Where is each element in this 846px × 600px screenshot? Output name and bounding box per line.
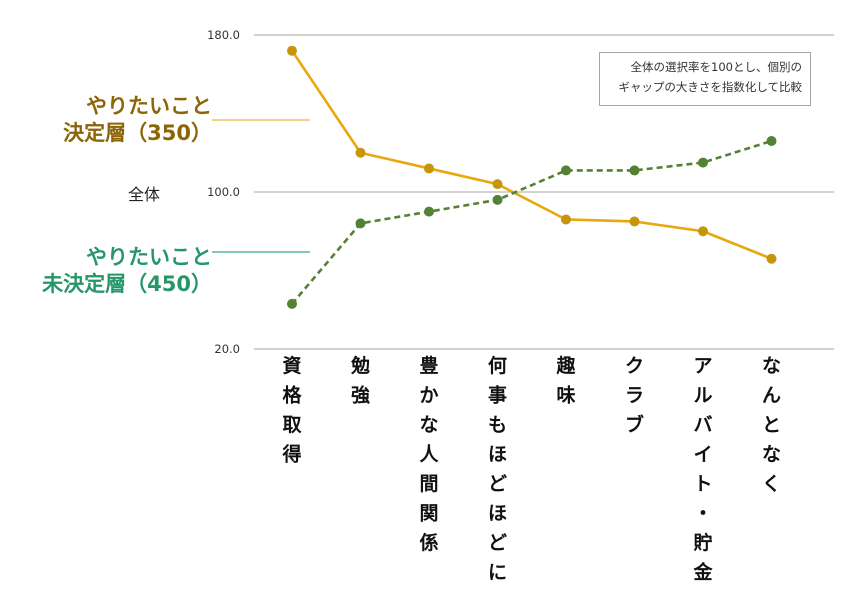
- y-tick-label: 180.0: [207, 28, 240, 42]
- y-tick-label: 20.0: [214, 342, 240, 356]
- data-point-undecided: [766, 135, 777, 146]
- legend-undecided-line1: やりたいこと: [86, 245, 212, 269]
- data-point-undecided: [629, 165, 640, 176]
- data-point-undecided: [492, 194, 503, 205]
- x-category-label: 趣味: [555, 354, 576, 407]
- x-category-label: アルバイト・貯金: [692, 355, 713, 584]
- x-category-label: 資格取得: [281, 354, 302, 466]
- x-category-label: 勉強: [350, 354, 370, 407]
- y-axis-tick-labels: 20.0 100.0 180.0: [207, 28, 240, 356]
- note-line1: 全体の選択率を100とし、個別の: [630, 60, 802, 74]
- series-line-undecided: [291, 139, 772, 305]
- note-box: 全体の選択率を100とし、個別の ギャップの大きさを指数化して比較: [599, 52, 811, 106]
- data-point-decided: [287, 45, 297, 56]
- data-point-undecided: [355, 218, 366, 229]
- x-category-label: 豊かな人間関係: [419, 354, 439, 554]
- data-point-decided: [424, 163, 434, 174]
- data-point-undecided: [424, 206, 434, 217]
- data-point-decided: [561, 214, 571, 225]
- x-category-label: なんとなく: [762, 355, 781, 495]
- data-point-decided: [629, 216, 640, 227]
- legend-undecided-label: やりたいこと 未決定層（450）: [0, 244, 212, 298]
- x-category-label: クラブ: [625, 355, 644, 436]
- series-line-decided: [290, 49, 772, 260]
- data-point-decided: [698, 226, 708, 237]
- data-point-decided: [492, 179, 503, 190]
- data-point-decided: [766, 253, 777, 264]
- data-point-decided: [355, 147, 366, 158]
- data-point-undecided: [561, 165, 571, 176]
- y-tick-label: 100.0: [207, 185, 240, 199]
- legend-decided-label: やりたいこと 決定層（350）: [0, 93, 212, 147]
- legend-decided-line2: 決定層（350）: [63, 121, 212, 145]
- x-category-label: 何事もほどほどに: [488, 354, 507, 584]
- category-labels: 資格取得 勉強 豊かな人間関係 何事もほどほどに 趣味 クラブ アルバイト・貯金 なんとなく: [281, 354, 781, 584]
- series-group: [287, 45, 777, 309]
- data-point-undecided: [698, 157, 708, 168]
- overall-baseline-label: 全体: [128, 185, 161, 204]
- legend-undecided-line2: 未決定層（450）: [42, 272, 212, 296]
- legend-connectors: [212, 119, 310, 253]
- gridlines: [254, 34, 834, 350]
- data-point-undecided: [287, 298, 297, 309]
- legend-decided-line1: やりたいこと: [86, 94, 212, 118]
- note-line2: ギャップの大きさを指数化して比較: [618, 80, 802, 94]
